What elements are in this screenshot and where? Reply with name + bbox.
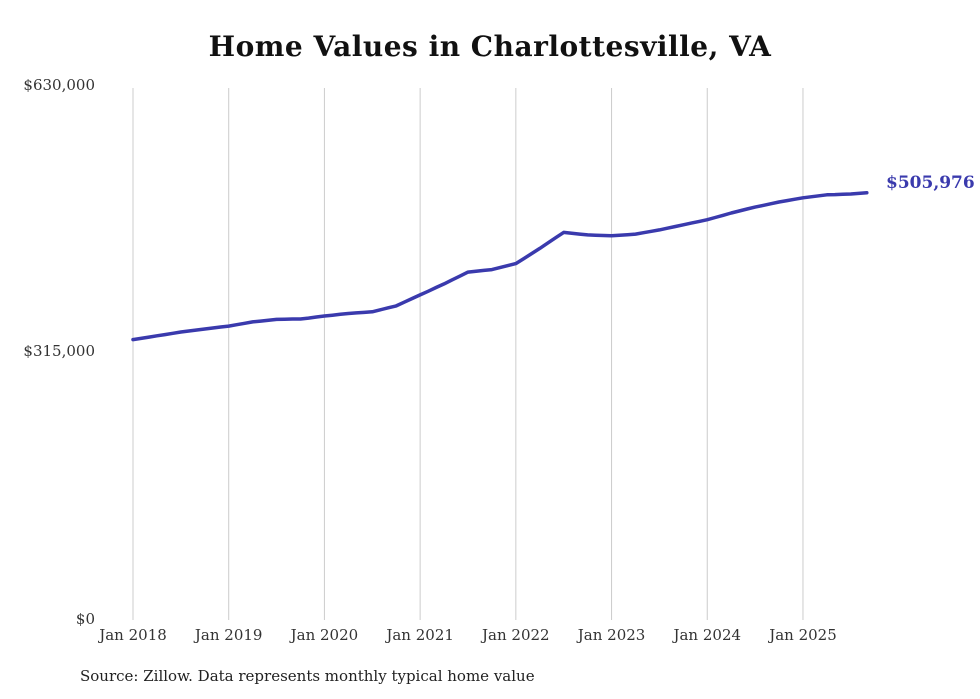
x-axis-tick-label: Jan 2021 [386, 626, 454, 644]
series-end-value-label: $505,976 [886, 173, 975, 193]
source-attribution: Source: Zillow. Data represents monthly … [80, 667, 535, 685]
x-axis-tick-label: Jan 2018 [99, 626, 167, 644]
y-axis-tick-label-top: $630,000 [23, 76, 95, 94]
home-value-series-line [131, 190, 869, 342]
x-axis-tick-label: Jan 2023 [577, 626, 646, 644]
y-axis-tick-label-mid: $315,000 [23, 342, 95, 360]
x-axis-tick-label: Jan 2024 [673, 626, 742, 644]
x-axis-tick-label: Jan 2022 [482, 626, 550, 644]
x-axis-tick-label: Jan 2025 [769, 626, 837, 644]
chart-title: Home Values in Charlottesville, VA [208, 30, 772, 63]
x-axis-tick-label: Jan 2020 [290, 626, 359, 644]
y-axis-tick-label-zero: $0 [75, 610, 95, 628]
x-axis-tick-label: Jan 2019 [194, 626, 263, 644]
